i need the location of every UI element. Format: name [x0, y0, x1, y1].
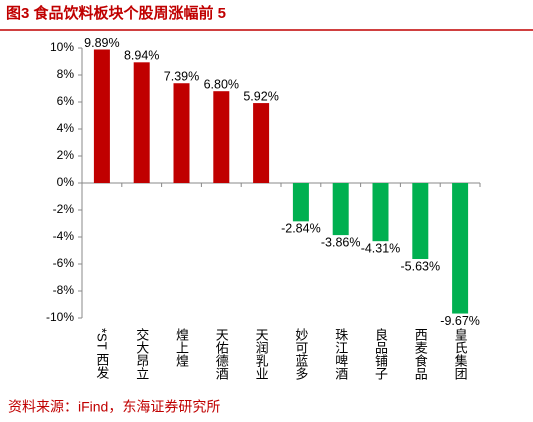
- value-label: -4.31%: [361, 241, 401, 255]
- x-tick-label: 皇氏集团: [453, 328, 468, 380]
- x-tick-label: 天润乳业: [254, 328, 269, 380]
- x-tick-label: 西麦食品: [413, 328, 428, 380]
- y-tick-label: -6%: [53, 256, 75, 270]
- bar: [452, 183, 469, 314]
- source-note: 资料来源：iFind，东海证券研究所: [8, 399, 220, 415]
- y-tick-label: 4%: [57, 121, 75, 135]
- y-tick-label: -2%: [53, 202, 75, 216]
- value-label: -2.84%: [281, 222, 321, 236]
- y-tick-label: -10%: [46, 310, 74, 324]
- y-tick-label: 0%: [57, 175, 75, 189]
- x-tick-label: 妙可蓝多: [293, 328, 308, 380]
- bar: [133, 62, 150, 184]
- value-label: 9.89%: [84, 36, 119, 50]
- y-tick-label: 10%: [50, 40, 74, 54]
- y-tick-label: 2%: [57, 148, 75, 162]
- value-label: -9.67%: [440, 314, 480, 328]
- y-tick-label: -8%: [53, 283, 75, 297]
- bar: [93, 49, 110, 183]
- bar: [173, 83, 190, 183]
- value-label: 5.92%: [243, 89, 278, 103]
- y-tick-label: 6%: [57, 94, 75, 108]
- x-tick-label: 良品铺子: [373, 327, 388, 380]
- value-label: 7.39%: [164, 70, 199, 84]
- y-tick-label: -4%: [53, 229, 75, 243]
- bar: [253, 103, 270, 183]
- chart-title: 图3 食品饮料板块个股周涨幅前 5: [6, 4, 226, 22]
- y-tick-label: 8%: [57, 67, 75, 81]
- bar: [372, 183, 389, 242]
- bar: [412, 183, 429, 260]
- value-label: 6.80%: [204, 77, 239, 91]
- x-tick-label: 珠江啤酒: [333, 328, 348, 380]
- value-label: 8.94%: [124, 49, 159, 63]
- x-tick-label: 煌上煌: [174, 328, 189, 368]
- x-tick-label: *ST 西发: [94, 328, 109, 379]
- x-tick-label: 交大昂立: [134, 327, 149, 380]
- bar: [292, 183, 309, 222]
- bar: [332, 183, 349, 236]
- value-label: -5.63%: [400, 259, 440, 273]
- bar: [213, 91, 230, 183]
- value-label: -3.86%: [321, 235, 361, 249]
- x-tick-label: 天佑德酒: [214, 328, 229, 380]
